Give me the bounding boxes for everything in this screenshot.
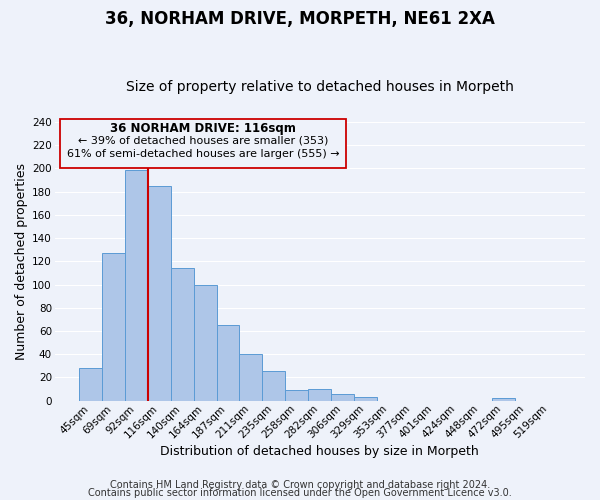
Y-axis label: Number of detached properties: Number of detached properties (15, 163, 28, 360)
Bar (125, 170, 148, 400)
Bar (492, 398, 515, 400)
Bar (170, 268, 194, 400)
Title: Size of property relative to detached houses in Morpeth: Size of property relative to detached ho… (126, 80, 514, 94)
Bar (217, 325, 239, 400)
Text: 61% of semi-detached houses are larger (555) →: 61% of semi-detached houses are larger (… (67, 148, 340, 158)
Bar (79, 368, 102, 400)
Bar (148, 186, 170, 400)
X-axis label: Distribution of detached houses by size in Morpeth: Distribution of detached houses by size … (160, 444, 479, 458)
Text: ← 39% of detached houses are smaller (353): ← 39% of detached houses are smaller (35… (78, 136, 328, 146)
Bar (286, 390, 308, 400)
Bar (262, 370, 286, 400)
Bar (102, 253, 125, 400)
FancyBboxPatch shape (60, 120, 346, 168)
Bar (331, 394, 354, 400)
Bar (308, 389, 331, 400)
Text: 36 NORHAM DRIVE: 116sqm: 36 NORHAM DRIVE: 116sqm (110, 122, 296, 135)
Text: Contains HM Land Registry data © Crown copyright and database right 2024.: Contains HM Land Registry data © Crown c… (110, 480, 490, 490)
Bar (354, 397, 377, 400)
Bar (239, 354, 262, 401)
Text: 36, NORHAM DRIVE, MORPETH, NE61 2XA: 36, NORHAM DRIVE, MORPETH, NE61 2XA (105, 10, 495, 28)
Text: Contains public sector information licensed under the Open Government Licence v3: Contains public sector information licen… (88, 488, 512, 498)
Bar (194, 284, 217, 401)
